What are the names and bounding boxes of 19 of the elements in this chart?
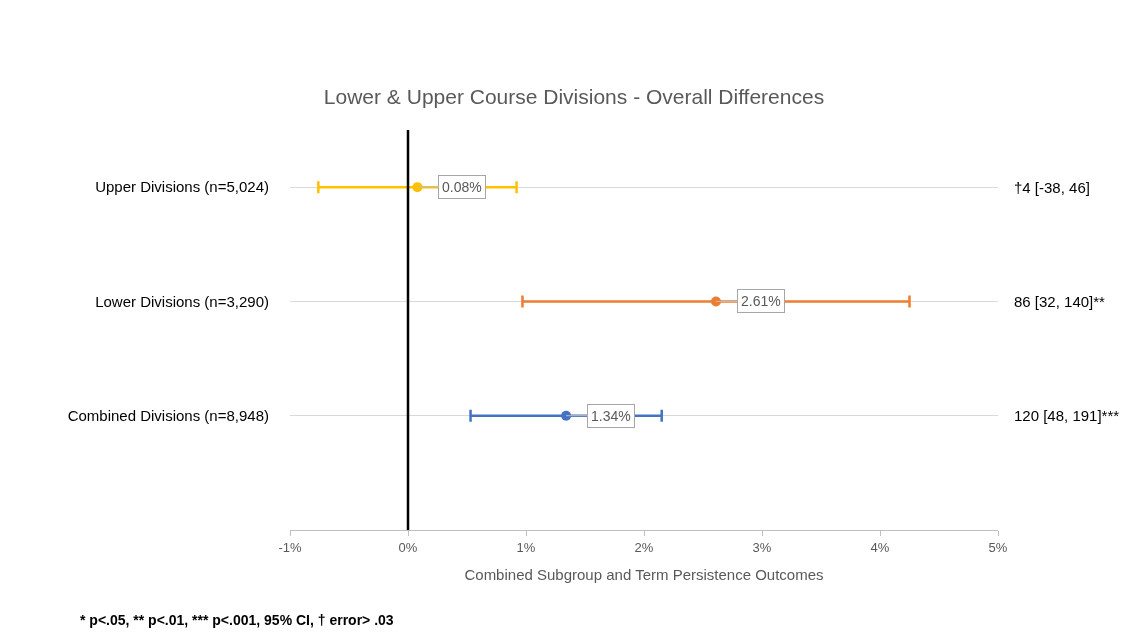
x-tick-label: 4% (870, 539, 890, 555)
x-tick-label: 1% (516, 539, 536, 555)
data-label: 1.34% (591, 408, 631, 424)
text: 120 [48, 191]*** (1014, 407, 1120, 424)
data-label: 2.61% (741, 293, 781, 309)
y-tick-label: Lower Divisions (n=3,290) (95, 292, 269, 310)
x-tick-label: 3% (752, 539, 772, 555)
x-tick-label: 5% (988, 539, 1008, 555)
text: 86 [32, 140]** (1014, 293, 1106, 310)
text: †4 [-38, 46] (1014, 179, 1090, 196)
x-tick-label: 2% (634, 539, 654, 555)
text: * p<.05, ** p<.01, *** p<.001, 95% CI, † error> .03 (80, 612, 394, 628)
x-tick-label: 0% (398, 539, 418, 555)
chart-title: Lower & Upper Course Divisions - Overall Differences (323, 85, 825, 109)
y-tick-label: Upper Divisions (n=5,024) (95, 178, 269, 196)
x-axis-title: Combined Subgroup and Term Persistence Outcomes (464, 565, 824, 583)
y-tick-label: Combined Divisions (n=8,948) (67, 406, 269, 424)
data-label: 0.08% (442, 179, 482, 195)
x-tick-label: -1% (278, 539, 302, 555)
